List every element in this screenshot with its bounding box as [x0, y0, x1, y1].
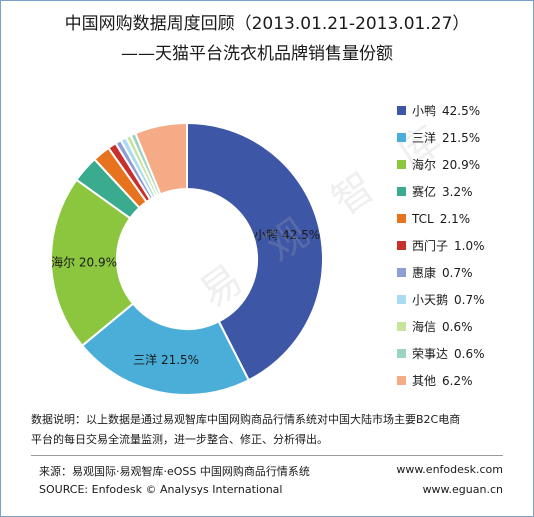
- legend-swatch: [397, 322, 406, 331]
- donut-slice-0: [186, 121, 324, 382]
- legend-value: 21.5%: [442, 130, 481, 145]
- legend-label: 小鸭: [412, 104, 437, 118]
- website-link-eguan[interactable]: www.eguan.cn: [422, 483, 503, 496]
- legend-value: 6.2%: [442, 373, 473, 388]
- legend-label: 荣事达: [412, 347, 449, 361]
- chart-legend: 小鸭 42.5% 三洋 21.5% 海尔 20.9% 赛亿 3.2% TCL 2.1% 西门子 1.0…: [397, 97, 485, 394]
- data-note-line1: 数据说明：以上数据是通过易观智库中国网购商品行情系统对中国大陆市场主要B2C电商: [31, 413, 461, 426]
- legend-value: 0.7%: [442, 265, 473, 280]
- legend-item-9: 荣事达 0.6%: [397, 340, 485, 367]
- donut-slice-10: [134, 121, 188, 196]
- legend-swatch: [397, 268, 406, 277]
- legend-swatch: [397, 214, 406, 223]
- legend-item-2: 海尔 20.9%: [397, 151, 485, 178]
- chart-subtitle: ——天猫平台洗衣机品牌销售量份额: [121, 44, 393, 64]
- legend-item-0: 小鸭 42.5%: [397, 97, 485, 124]
- data-note-line2: 平台的每日交易全流量监测，进一步整合、修正、分析得出。: [31, 433, 328, 446]
- legend-value: 42.5%: [442, 103, 481, 118]
- legend-value: 20.9%: [442, 157, 481, 172]
- legend-label: 海尔: [412, 158, 437, 172]
- footer-divider: [31, 455, 503, 456]
- legend-label: 三洋: [412, 131, 437, 145]
- donut-slice-1: [80, 302, 251, 396]
- legend-item-10: 其他 6.2%: [397, 367, 485, 394]
- legend-item-1: 三洋 21.5%: [397, 124, 485, 151]
- legend-value: 0.7%: [454, 292, 485, 307]
- legend-item-6: 惠康 0.7%: [397, 259, 485, 286]
- legend-item-4: TCL 2.1%: [397, 205, 485, 232]
- legend-value: 2.1%: [439, 211, 471, 226]
- legend-label: 西门子: [412, 239, 449, 253]
- legend-label: 赛亿: [412, 185, 437, 199]
- legend-item-3: 赛亿 3.2%: [397, 178, 485, 205]
- legend-item-5: 西门子 1.0%: [397, 232, 485, 259]
- legend-swatch: [397, 349, 406, 358]
- donut-chart: 小鸭 42.5% 三洋 21.5% 海尔 20.9%: [50, 121, 324, 396]
- slice-label-2: 海尔 20.9%: [51, 255, 117, 270]
- legend-swatch: [397, 133, 406, 142]
- legend-label: TCL: [412, 211, 434, 226]
- legend-item-7: 小天鹅 0.7%: [397, 286, 485, 313]
- source-en: SOURCE: Enfodesk © Analysys Internationa…: [39, 483, 283, 496]
- chart-title: 中国网购数据周度回顾（2013.01.21-2013.01.27）: [64, 14, 470, 34]
- website-link-enfodesk[interactable]: www.enfodesk.com: [396, 463, 503, 476]
- slice-label-0: 小鸭 42.5%: [254, 228, 320, 242]
- legend-swatch: [397, 106, 406, 115]
- legend-value: 3.2%: [442, 184, 473, 199]
- legend-swatch: [397, 160, 406, 169]
- data-note: 数据说明：以上数据是通过易观智库中国网购商品行情系统对中国大陆市场主要B2C电商…: [31, 410, 511, 450]
- legend-swatch: [397, 376, 406, 385]
- legend-label: 小天鹅: [412, 293, 449, 307]
- source-cn: 来源：易观国际·易观智库·eOSS 中国网购商品行情系统: [39, 465, 310, 478]
- legend-label: 惠康: [412, 266, 437, 280]
- legend-label: 海信: [412, 320, 437, 334]
- legend-value: 1.0%: [454, 238, 485, 253]
- legend-label: 其他: [412, 374, 437, 388]
- legend-swatch: [397, 241, 406, 250]
- legend-swatch: [397, 295, 406, 304]
- donut-slice-2: [50, 178, 135, 348]
- slice-label-1: 三洋 21.5%: [133, 352, 199, 367]
- legend-value: 0.6%: [442, 319, 473, 334]
- legend-item-8: 海信 0.6%: [397, 313, 485, 340]
- legend-swatch: [397, 187, 406, 196]
- legend-value: 0.6%: [454, 346, 485, 361]
